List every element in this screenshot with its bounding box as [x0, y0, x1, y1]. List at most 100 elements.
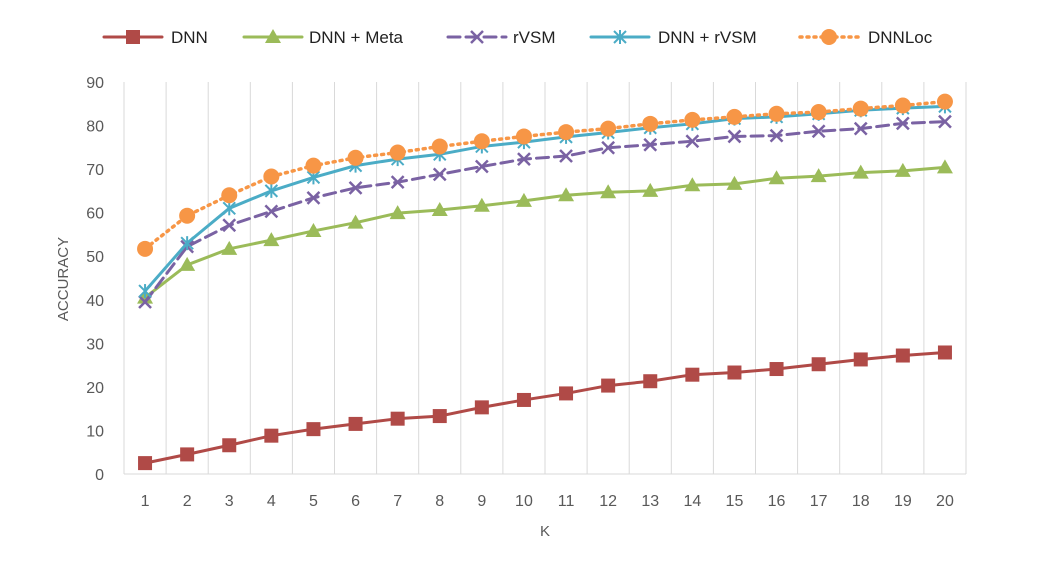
- data-point: [559, 149, 573, 163]
- legend-label: DNNLoc: [868, 28, 933, 47]
- x-tick-label: 6: [351, 493, 360, 510]
- data-point: [180, 447, 195, 462]
- legend: DNN DNN + Meta rVSM DNN + rVSM DNNLoc: [102, 28, 933, 47]
- data-point: [222, 201, 236, 216]
- data-point: [264, 428, 279, 443]
- data-point: [726, 175, 743, 190]
- data-point: [390, 411, 405, 426]
- gridlines: [123, 82, 967, 474]
- x-marker-stroke: [643, 137, 658, 152]
- data-point: [642, 115, 659, 132]
- x-marker-stroke: [895, 116, 910, 131]
- data-point: [726, 108, 743, 125]
- y-tick-label: 60: [86, 206, 104, 223]
- y-tick-label: 90: [86, 75, 104, 92]
- x-marker-stroke: [811, 124, 826, 139]
- legend-item-dnn-meta: DNN + Meta: [242, 28, 404, 47]
- data-point: [305, 222, 322, 237]
- data-point: [474, 400, 489, 415]
- data-point: [221, 240, 238, 255]
- data-point: [474, 159, 489, 174]
- x-tick-label: 9: [477, 493, 486, 510]
- data-point: [768, 170, 785, 185]
- data-point: [936, 93, 953, 110]
- data-point: [853, 352, 868, 367]
- data-point: [811, 357, 826, 372]
- x-tick-label: 1: [141, 493, 150, 510]
- x-marker-stroke: [390, 175, 405, 190]
- x-marker-stroke: [517, 152, 531, 166]
- x-tick-label: 3: [225, 493, 234, 510]
- data-point: [685, 134, 700, 149]
- x-tick-label: 20: [936, 493, 954, 510]
- data-point: [600, 184, 617, 199]
- y-tick-label: 30: [86, 336, 104, 353]
- data-point: [515, 192, 532, 207]
- y-tick-label: 20: [86, 380, 104, 397]
- legend-label: DNN + Meta: [309, 28, 404, 47]
- data-point: [810, 104, 827, 121]
- x-marker-stroke: [222, 218, 237, 233]
- series-group: [137, 93, 953, 471]
- data-point: [768, 105, 785, 122]
- data-point: [431, 202, 448, 217]
- data-point: [810, 168, 827, 183]
- x-marker-stroke: [727, 129, 742, 144]
- legend-item-rvsm: rVSM: [446, 28, 556, 47]
- data-point: [305, 157, 322, 174]
- x-marker-stroke: [559, 149, 573, 163]
- legend-item-dnnloc: DNNLoc: [798, 28, 933, 47]
- series-dnnloc: [137, 93, 953, 257]
- data-point: [938, 114, 952, 129]
- x-marker-stroke: [264, 204, 279, 219]
- data-point: [263, 168, 280, 185]
- x-marker-stroke: [474, 159, 489, 174]
- series-line: [143, 165, 947, 300]
- data-point: [936, 159, 953, 174]
- x-tick-label: 12: [599, 493, 617, 510]
- data-point: [431, 138, 448, 155]
- data-point: [895, 116, 910, 131]
- data-point: [727, 365, 742, 380]
- legend-marker: [126, 30, 140, 44]
- data-point: [684, 111, 701, 128]
- y-tick-label: 0: [95, 467, 104, 484]
- data-point: [473, 133, 490, 150]
- series-line: [143, 120, 947, 304]
- data-point: [769, 362, 784, 377]
- data-point: [852, 100, 869, 117]
- data-point: [894, 162, 911, 177]
- x-marker-stroke: [938, 114, 952, 129]
- data-point: [432, 409, 447, 424]
- x-tick-label: 10: [515, 493, 533, 510]
- legend-marker: [265, 29, 281, 43]
- data-point: [180, 236, 194, 251]
- legend-marker: [821, 29, 837, 45]
- data-point: [558, 187, 575, 202]
- data-point: [643, 374, 658, 389]
- data-point: [853, 121, 868, 136]
- data-point: [473, 197, 490, 212]
- x-tick-label: 8: [435, 493, 444, 510]
- x-tick-label: 11: [558, 493, 575, 510]
- data-point: [601, 140, 616, 155]
- data-point: [306, 190, 321, 205]
- data-point: [138, 456, 153, 471]
- y-tick-label: 80: [86, 119, 104, 136]
- data-point: [138, 284, 152, 299]
- data-point: [516, 392, 531, 407]
- data-point: [432, 167, 447, 182]
- legend-item-dnn-rvsm: DNN + rVSM: [589, 28, 757, 47]
- data-point: [517, 152, 531, 166]
- data-point: [894, 97, 911, 114]
- data-point: [348, 416, 363, 431]
- legend-label: DNN: [171, 28, 208, 47]
- data-point: [769, 128, 784, 143]
- y-tick-label: 40: [86, 293, 104, 310]
- data-point: [264, 204, 279, 219]
- data-point: [389, 144, 406, 161]
- y-tick-label: 50: [86, 249, 104, 266]
- y-axis-title: ACCURACY: [55, 237, 72, 321]
- data-point: [138, 295, 152, 309]
- x-marker-stroke: [853, 121, 868, 136]
